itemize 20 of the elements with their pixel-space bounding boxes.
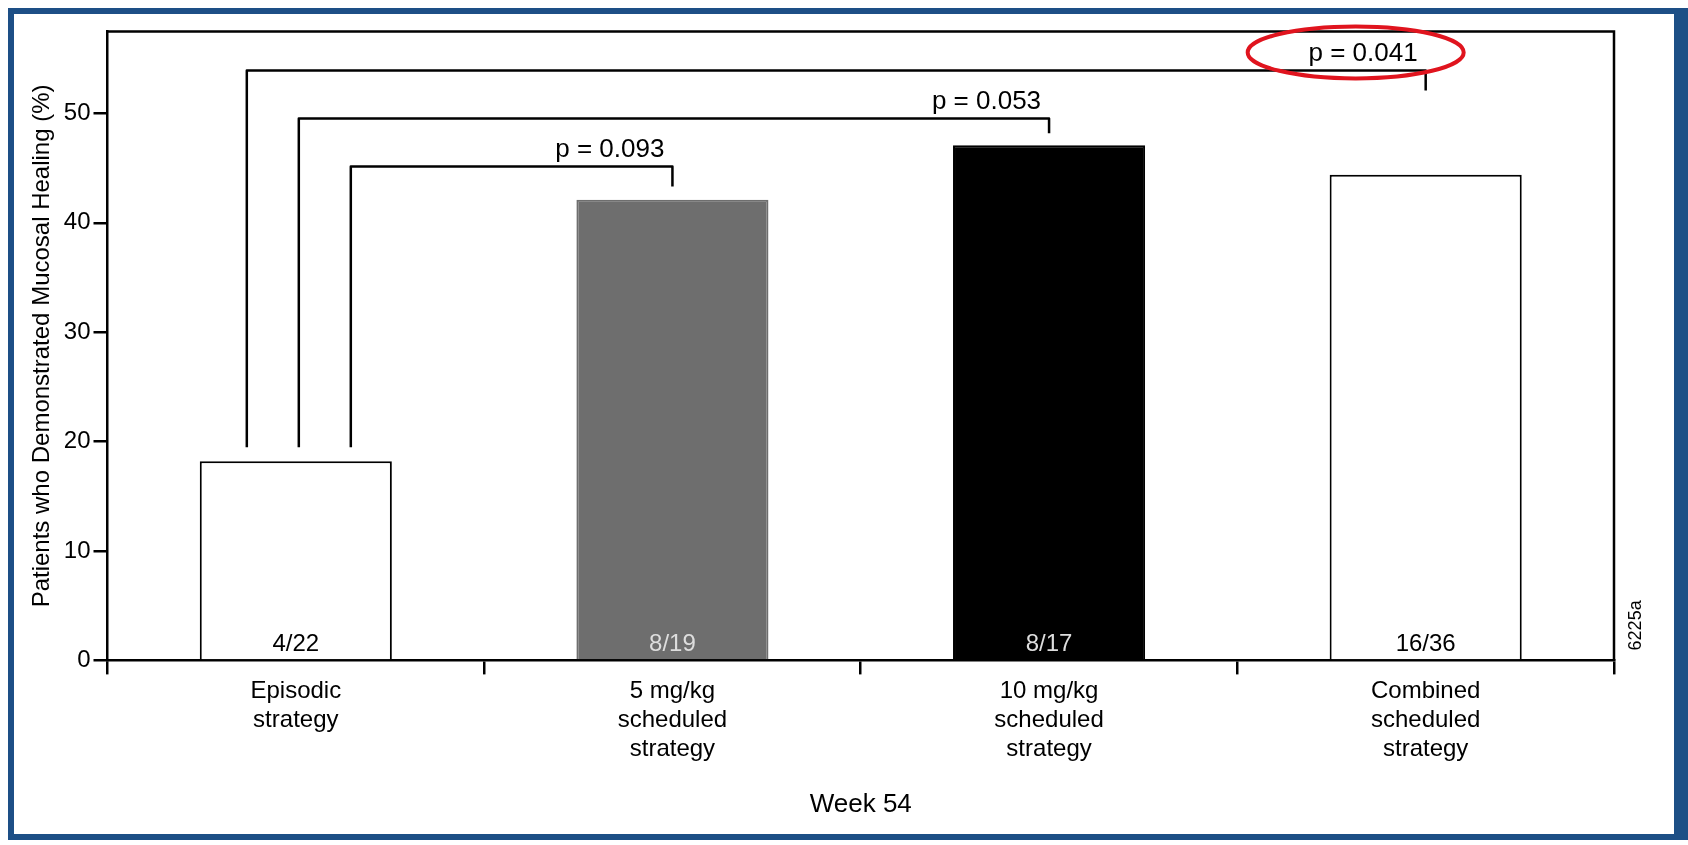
annotation: p = 0.053 xyxy=(931,84,1042,115)
text: 6225a xyxy=(1624,599,1645,651)
annotation: p = 0.041 xyxy=(1308,36,1418,67)
y-tick-label: 50 xyxy=(63,98,91,126)
x-tick-label: 5 mg/kg scheduled strategy xyxy=(617,676,728,762)
x-axis-title: Week 54 xyxy=(809,787,912,818)
data-label: 8/17 xyxy=(1025,629,1073,657)
x-tick-label: Combined scheduled strategy xyxy=(1370,676,1481,762)
y-tick-label: 10 xyxy=(63,535,91,563)
data-label: 16/36 xyxy=(1395,629,1456,657)
data-label: 8/19 xyxy=(649,629,696,657)
y-tick-label: 0 xyxy=(77,645,91,673)
y-tick-label: 40 xyxy=(63,207,91,235)
data-label: 4/22 xyxy=(272,629,320,657)
y-axis-title: Patients who Demonstrated Mucosal Healing (%) xyxy=(27,84,55,608)
x-tick-label: Episodic strategy xyxy=(250,676,342,733)
annotation: p = 0.093 xyxy=(555,132,665,163)
x-tick-label: 10 mg/kg scheduled strategy xyxy=(994,676,1104,762)
y-tick-label: 30 xyxy=(63,316,91,344)
y-tick-label: 20 xyxy=(63,426,91,454)
